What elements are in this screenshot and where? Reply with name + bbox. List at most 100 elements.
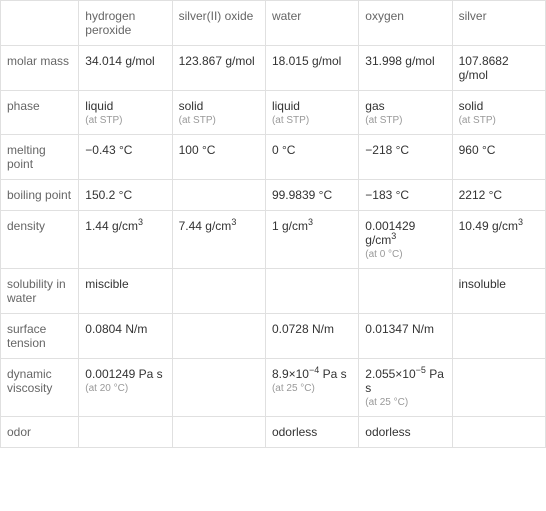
cell-main-value: 2212 °C [459, 188, 539, 202]
table-cell [359, 269, 452, 314]
cell-main-value: odorless [365, 425, 445, 439]
table-cell: insoluble [452, 269, 545, 314]
cell-sub-value: (at 20 °C) [85, 383, 165, 394]
cell-main-value: odorless [272, 425, 352, 439]
cell-main-value: 34.014 g/mol [85, 54, 165, 68]
cell-main-value: 0.001249 Pa s [85, 367, 165, 381]
table-row-header: molar mass [1, 46, 79, 91]
table-cell: odorless [265, 417, 358, 448]
table-cell [172, 180, 265, 211]
cell-sub-value: (at 25 °C) [365, 397, 445, 408]
table-cell: 10.49 g/cm3 [452, 211, 545, 269]
table-header-cell: silver(II) oxide [172, 1, 265, 46]
cell-main-value: solid [179, 99, 259, 113]
table-row: molar mass 34.014 g/mol 123.867 g/mol 18.01… [1, 46, 546, 91]
table-cell [172, 314, 265, 359]
table-cell: liquid (at STP) [79, 91, 172, 135]
cell-main-value: 960 °C [459, 143, 539, 157]
cell-main-value: 1.44 g/cm3 [85, 219, 165, 233]
table-cell: −0.43 °C [79, 135, 172, 180]
cell-main-value: 0.001429 g/cm3 [365, 219, 445, 247]
table-cell [452, 359, 545, 417]
table-cell: 0.0728 N/m [265, 314, 358, 359]
cell-main-value: liquid [85, 99, 165, 113]
cell-main-value: gas [365, 99, 445, 113]
cell-main-value: 100 °C [179, 143, 259, 157]
table-row: odor odorless odorless [1, 417, 546, 448]
table-cell: 2.055×10−5 Pa s (at 25 °C) [359, 359, 452, 417]
table-cell [79, 417, 172, 448]
table-cell: 960 °C [452, 135, 545, 180]
properties-table: hydrogen peroxide silver(II) oxide water… [0, 0, 546, 448]
table-cell: 0.001249 Pa s (at 20 °C) [79, 359, 172, 417]
cell-sub-value: (at STP) [85, 115, 165, 126]
cell-main-value: 123.867 g/mol [179, 54, 259, 68]
table-cell: 18.015 g/mol [265, 46, 358, 91]
cell-main-value: −183 °C [365, 188, 445, 202]
table-cell: 2212 °C [452, 180, 545, 211]
table-header-cell: silver [452, 1, 545, 46]
cell-main-value: 2.055×10−5 Pa s [365, 367, 445, 395]
table-cell: odorless [359, 417, 452, 448]
cell-main-value: −0.43 °C [85, 143, 165, 157]
cell-sub-value: (at 25 °C) [272, 383, 352, 394]
table-cell: 1.44 g/cm3 [79, 211, 172, 269]
table-cell [265, 269, 358, 314]
cell-main-value: miscible [85, 277, 165, 291]
table-row-header: phase [1, 91, 79, 135]
table-cell: 0.01347 N/m [359, 314, 452, 359]
cell-sub-value: (at STP) [179, 115, 259, 126]
cell-sub-value: (at STP) [365, 115, 445, 126]
table-cell [172, 269, 265, 314]
table-row: surface tension 0.0804 N/m 0.0728 N/m 0.013… [1, 314, 546, 359]
table-cell: 34.014 g/mol [79, 46, 172, 91]
cell-sub-value: (at STP) [272, 115, 352, 126]
table-cell: 1 g/cm3 [265, 211, 358, 269]
table-cell: 99.9839 °C [265, 180, 358, 211]
cell-main-value: 18.015 g/mol [272, 54, 352, 68]
cell-main-value: 31.998 g/mol [365, 54, 445, 68]
table-row: boiling point150.2 °C99.9839 °C−183 °C22… [1, 180, 546, 211]
table-cell: liquid (at STP) [265, 91, 358, 135]
table-header-cell: water [265, 1, 358, 46]
table-row: phaseliquid(at STP)solid(at STP)liquid(a… [1, 91, 546, 135]
cell-main-value: 150.2 °C [85, 188, 165, 202]
cell-main-value: 7.44 g/cm3 [179, 219, 259, 233]
table-cell: 150.2 °C [79, 180, 172, 211]
table-cell: 7.44 g/cm3 [172, 211, 265, 269]
cell-main-value: 1 g/cm3 [272, 219, 352, 233]
table-cell: −183 °C [359, 180, 452, 211]
table-row-header: odor [1, 417, 79, 448]
cell-main-value: 99.9839 °C [272, 188, 352, 202]
table-cell: 31.998 g/mol [359, 46, 452, 91]
table-cell: 0 °C [265, 135, 358, 180]
table-row: solubility in water miscible insoluble [1, 269, 546, 314]
table-row-header: dynamic viscosity [1, 359, 79, 417]
table-cell: miscible [79, 269, 172, 314]
cell-main-value: liquid [272, 99, 352, 113]
table-cell: 123.867 g/mol [172, 46, 265, 91]
table-cell: 0.001429 g/cm3 (at 0 °C) [359, 211, 452, 269]
cell-main-value: 8.9×10−4 Pa s [272, 367, 352, 381]
cell-main-value: 0.0728 N/m [272, 322, 352, 336]
table-cell: gas (at STP) [359, 91, 452, 135]
table-header-cell: hydrogen peroxide [79, 1, 172, 46]
cell-main-value: 0.01347 N/m [365, 322, 445, 336]
table-header-cell: oxygen [359, 1, 452, 46]
table-row: melting point−0.43 °C100 °C0 °C−218 °C96… [1, 135, 546, 180]
cell-main-value: −218 °C [365, 143, 445, 157]
table-row-header: surface tension [1, 314, 79, 359]
table-cell: solid(at STP) [452, 91, 545, 135]
table-row: dynamic viscosity 0.001249 Pa s (at 20 °C)… [1, 359, 546, 417]
table-cell: 8.9×10−4 Pa s (at 25 °C) [265, 359, 358, 417]
table-cell [172, 417, 265, 448]
cell-main-value: 0 °C [272, 143, 352, 157]
table-row-header: density [1, 211, 79, 269]
table-header-row: hydrogen peroxide silver(II) oxide water… [1, 1, 546, 46]
cell-main-value: 107.8682 g/mol [459, 54, 539, 82]
table-row-header: solubility in water [1, 269, 79, 314]
cell-sub-value: (at 0 °C) [365, 249, 445, 260]
table-cell [452, 314, 545, 359]
cell-main-value: solid [459, 99, 539, 113]
cell-main-value: 0.0804 N/m [85, 322, 165, 336]
